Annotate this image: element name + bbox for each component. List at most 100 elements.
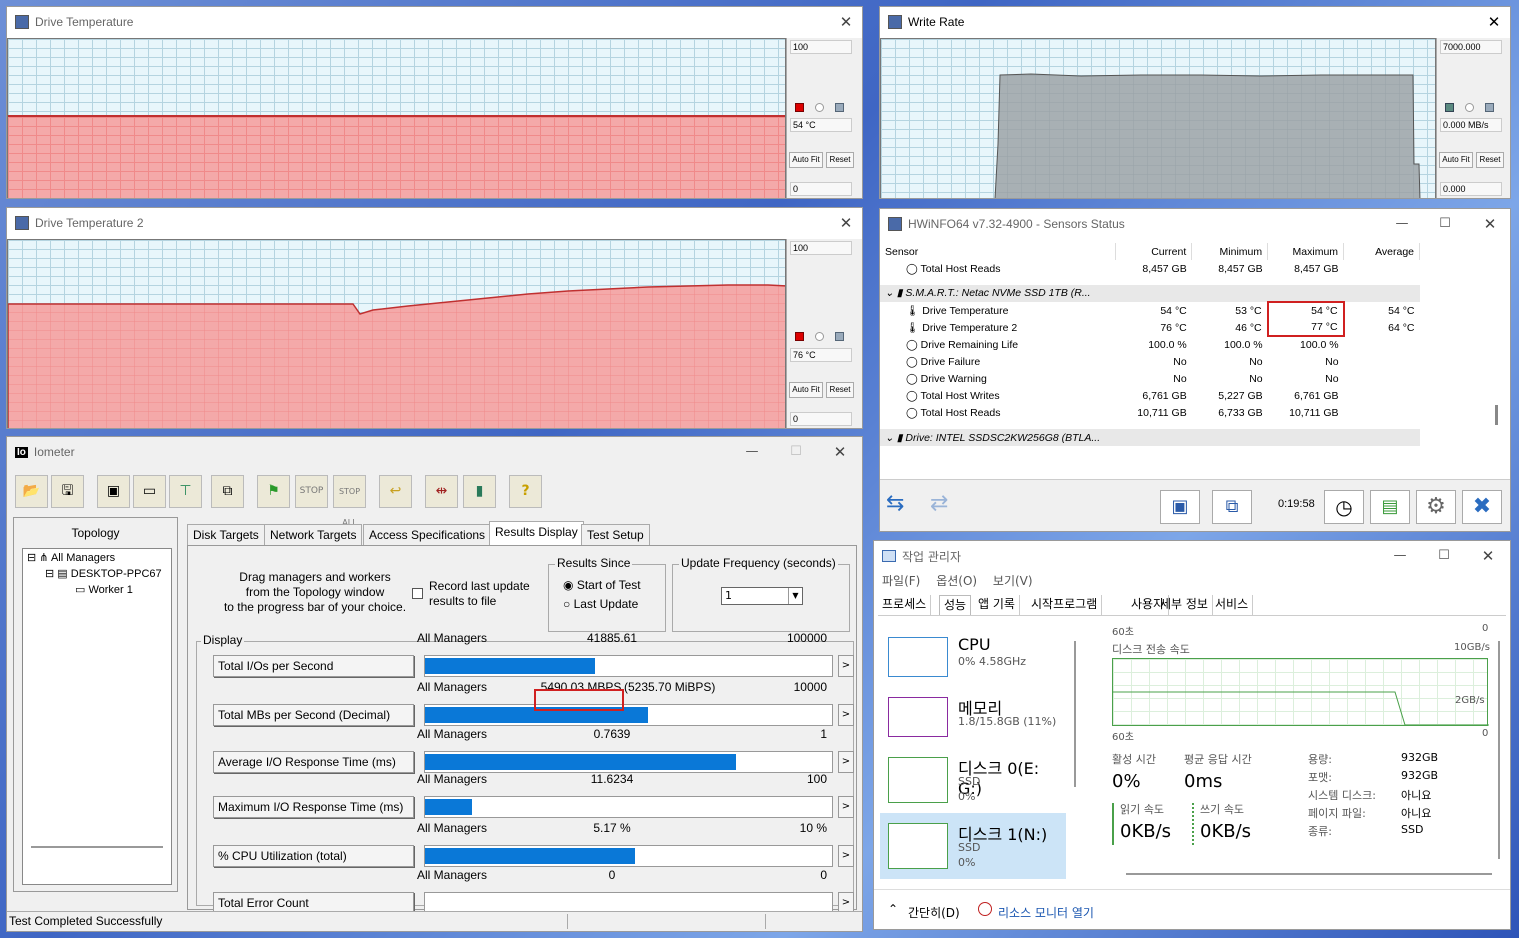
close-icon[interactable]: ✕ xyxy=(1481,547,1495,565)
collapse-icon[interactable]: ⌄ xyxy=(885,287,897,299)
side-scrollbar[interactable] xyxy=(1074,641,1076,787)
row-expand-button[interactable]: > xyxy=(838,796,854,818)
menu-view[interactable]: 보기(V) xyxy=(992,574,1033,588)
minimize-icon[interactable]: — xyxy=(745,444,759,459)
row-expand-button[interactable]: > xyxy=(838,892,854,914)
table-row[interactable]: ◯ Total Host Reads 8,457 GB 8,457 GB 8,4… xyxy=(906,262,1339,275)
header-average[interactable]: Average xyxy=(1343,243,1420,260)
header-sensor[interactable]: Sensor xyxy=(880,243,1117,260)
table-row[interactable]: ◯ Drive Remaining Life 100.0 % 100.0 % 1… xyxy=(906,338,1339,352)
tree-item-worker[interactable]: ▭ Worker 1 xyxy=(75,584,133,596)
color-red-icon[interactable] xyxy=(795,103,804,112)
arrows-icon[interactable]: ⇆ xyxy=(886,491,905,516)
tree-hscroll[interactable] xyxy=(31,846,163,848)
color-white-icon[interactable] xyxy=(1465,103,1474,112)
stop-all-icon[interactable]: STOP ALL xyxy=(333,475,366,527)
header-current[interactable]: Current xyxy=(1115,243,1193,260)
color-blue-icon[interactable] xyxy=(1485,103,1494,112)
title-bar[interactable]: HWiNFO64 v7.32-4900 - Sensors Status xyxy=(880,209,1510,239)
chevron-up-icon[interactable]: ⌃ xyxy=(888,902,899,916)
perf-side-item-memory[interactable]: 메모리 1.8/15.8GB (11%) xyxy=(880,689,1066,745)
title-bar[interactable]: Write Rate xyxy=(880,7,1510,37)
save-disk-icon[interactable]: 🖫 xyxy=(51,475,84,508)
tree-item-desktop[interactable]: ⊟ ▤ DESKTOP-PPC67 xyxy=(45,568,162,580)
row-metric-button[interactable]: % CPU Utilization (total) xyxy=(213,845,414,867)
close-icon[interactable]: ✕ xyxy=(833,443,847,461)
open-folder-icon[interactable]: 📂 xyxy=(15,475,48,508)
tab-startup[interactable]: 시작프로그램 xyxy=(1027,595,1103,615)
title-bar[interactable]: Drive Temperature 2 xyxy=(7,208,862,238)
radio-start-of-test[interactable]: ◉ Start of Test xyxy=(563,578,641,592)
tab-access-specifications[interactable]: Access Specifications xyxy=(363,524,492,546)
reset-button[interactable]: Reset xyxy=(826,152,854,168)
row-metric-button[interactable]: Total MBs per Second (Decimal) xyxy=(213,704,414,726)
tab-test-setup[interactable]: Test Setup xyxy=(581,524,650,546)
record-checkbox[interactable] xyxy=(412,588,423,599)
color-blue-icon[interactable] xyxy=(835,332,844,341)
minimize-icon[interactable]: — xyxy=(1395,216,1409,231)
tab-app-history[interactable]: 앱 기록 xyxy=(974,595,1020,615)
maximize-icon[interactable]: ☐ xyxy=(790,444,802,459)
update-frequency-select[interactable]: 1 ▼ xyxy=(721,587,803,605)
disconnect-icon[interactable]: ⇹ xyxy=(425,475,458,508)
close-icon[interactable]: ✕ xyxy=(839,214,853,232)
close-icon[interactable]: ✕ xyxy=(1487,13,1501,31)
arrows-inward-icon[interactable]: ⇄ xyxy=(930,491,949,516)
chevron-down-icon[interactable]: ▼ xyxy=(788,588,802,604)
tab-disk-targets[interactable]: Disk Targets xyxy=(187,524,265,546)
resource-monitor-link[interactable]: 리소스 모니터 열기 xyxy=(998,906,1094,920)
tab-details[interactable]: 세부 정보 xyxy=(1156,595,1213,615)
disk-worker-icon[interactable]: ▭ xyxy=(133,475,166,508)
scrollbar[interactable] xyxy=(1495,405,1498,425)
table-row[interactable]: ◯ Drive Warning No No No xyxy=(906,372,1339,385)
auto-fit-button[interactable]: Auto Fit xyxy=(789,382,823,398)
maximize-icon[interactable]: ☐ xyxy=(1438,548,1450,563)
row-metric-button[interactable]: Maximum I/O Response Time (ms) xyxy=(213,796,414,818)
network-worker-icon[interactable]: ⊤ xyxy=(169,475,202,508)
main-hscroll[interactable] xyxy=(1126,873,1492,875)
sensor-group-header[interactable]: ⌄ ▮ S.M.A.R.T.: Netac NVMe SSD 1TB (R... xyxy=(880,285,1420,302)
title-bar[interactable]: Drive Temperature xyxy=(7,7,862,37)
table-row[interactable]: ◯ Drive Failure No No No xyxy=(906,355,1339,368)
exit-door-icon[interactable]: ▮ xyxy=(463,475,496,508)
color-teal-icon[interactable] xyxy=(1445,103,1454,112)
title-bar[interactable]: Io Iometer xyxy=(7,437,862,467)
color-white-icon[interactable] xyxy=(815,103,824,112)
monitor-icon[interactable]: ▣ xyxy=(1160,490,1200,524)
maximize-icon[interactable]: ☐ xyxy=(1439,216,1451,231)
close-icon[interactable]: ✕ xyxy=(839,13,853,31)
network-icon[interactable]: ⧉ xyxy=(1212,490,1252,524)
help-icon[interactable]: ? xyxy=(509,475,542,508)
perf-side-item-disk0[interactable]: 디스크 0(E: G:) SSD 0% xyxy=(880,749,1066,815)
table-row[interactable]: ◯ Total Host Reads 10,711 GB 6,733 GB 10… xyxy=(906,406,1339,419)
start-flag-icon[interactable]: ⚑ xyxy=(257,475,290,508)
clock-icon[interactable]: ◷ xyxy=(1324,490,1364,524)
sensor-group-header[interactable]: ⌄ ▮ Drive: INTEL SSDSC2KW256G8 (BTLA... xyxy=(880,429,1420,446)
table-row[interactable]: 🌡 Drive Temperature 54 °C 53 °C 54 °C 54… xyxy=(880,301,1420,319)
tree-item-all-managers[interactable]: ⊟ ⋔ All Managers xyxy=(27,552,116,564)
color-white-icon[interactable] xyxy=(815,332,824,341)
menu-options[interactable]: 옵션(O) xyxy=(936,574,978,588)
perf-side-item-disk1[interactable]: 디스크 1(N:) SSD 0% xyxy=(880,813,1066,879)
close-icon[interactable]: ✕ xyxy=(1483,215,1497,233)
tab-network-targets[interactable]: Network Targets xyxy=(264,524,363,546)
color-blue-icon[interactable] xyxy=(835,103,844,112)
stop-icon[interactable]: STOP xyxy=(295,475,328,508)
table-row[interactable]: ◯ Total Host Writes 6,761 GB 5,227 GB 6,… xyxy=(906,389,1339,402)
table-row[interactable]: 🌡 Drive Temperature 2 76 °C 46 °C 77 °C … xyxy=(906,319,1415,337)
reset-button[interactable]: Reset xyxy=(826,382,854,398)
color-red-icon[interactable] xyxy=(795,332,804,341)
auto-fit-button[interactable]: Auto Fit xyxy=(1439,152,1473,168)
simple-view-link[interactable]: 간단히(D) xyxy=(908,906,960,920)
tab-users[interactable]: 사용자 xyxy=(1127,595,1170,615)
auto-fit-button[interactable]: Auto Fit xyxy=(789,152,823,168)
report-icon[interactable]: ▤ xyxy=(1370,490,1410,524)
new-manager-icon[interactable]: ▣ xyxy=(97,475,130,508)
row-expand-button[interactable]: > xyxy=(838,845,854,867)
menu-file[interactable]: 파일(F) xyxy=(882,574,921,588)
close-sensors-icon[interactable]: ✖ xyxy=(1462,490,1502,524)
tab-results-display[interactable]: Results Display xyxy=(489,521,584,546)
title-bar[interactable]: 작업 관리자 xyxy=(874,541,1510,571)
row-metric-button[interactable]: Total I/Os per Second xyxy=(213,655,414,677)
tab-services[interactable]: 서비스 xyxy=(1211,595,1254,615)
